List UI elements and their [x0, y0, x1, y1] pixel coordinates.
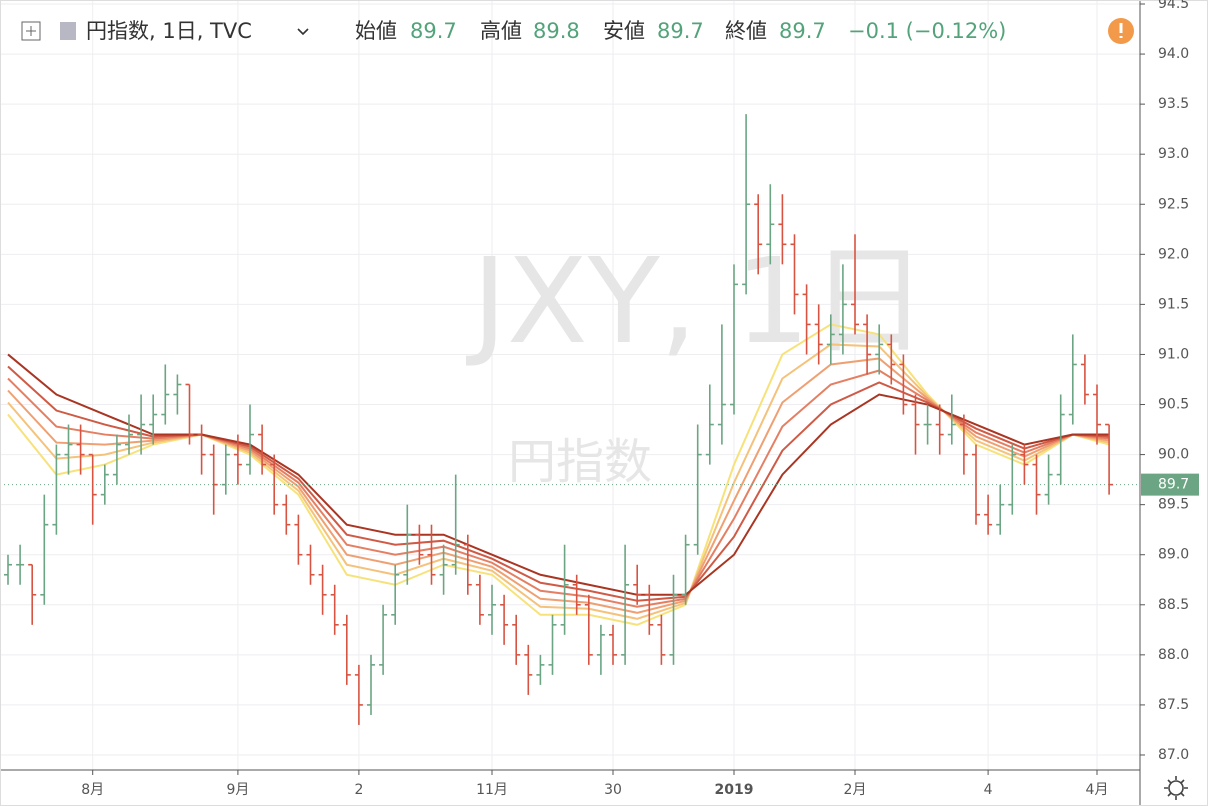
- low-value: 89.7: [657, 19, 704, 43]
- x-tick-label: 2019: [715, 782, 754, 798]
- x-tick-label: 30: [604, 782, 622, 798]
- y-tick-label: 93.5: [1158, 96, 1189, 112]
- high-label: 高値: [480, 19, 522, 43]
- change: −0.1 (−0.12%): [848, 19, 1006, 43]
- y-tick-label: 91.0: [1158, 346, 1189, 362]
- open-value: 89.7: [410, 19, 457, 43]
- last-price-box: [1141, 473, 1199, 496]
- gear: [1168, 780, 1184, 796]
- x-tick-label: 9月: [226, 782, 249, 798]
- x-tick-label: 4: [984, 782, 993, 798]
- y-tick-label: 89.0: [1158, 547, 1189, 563]
- y-tick-label: 89.5: [1158, 497, 1189, 513]
- y-tick-label: 94.0: [1158, 46, 1189, 62]
- y-tick-label: 90.0: [1158, 447, 1189, 463]
- settings-icon[interactable]: [1164, 776, 1188, 800]
- close-label: 終値: [725, 19, 767, 43]
- watermark: JXY, 1日: [465, 232, 928, 370]
- x-tick-label: 11月: [476, 782, 508, 798]
- y-tick-label: 93.0: [1158, 146, 1189, 162]
- x-tick-label: 4月: [1086, 782, 1109, 798]
- y-tick-label: 91.5: [1158, 296, 1189, 312]
- header: 円指数, 1日, TVC 始値 89.7 高値 89.8 安値 89.7 終値 …: [21, 18, 1134, 44]
- x-tick-label: 2月: [844, 782, 867, 798]
- high-value: 89.8: [533, 19, 580, 43]
- y-tick-label: 88.0: [1158, 647, 1189, 663]
- y-tick-label: 87.0: [1158, 747, 1189, 763]
- symbol[interactable]: 円指数, 1日, TVC: [86, 19, 252, 43]
- expand-icon[interactable]: [21, 21, 41, 41]
- close-value: 89.7: [779, 19, 826, 43]
- y-tick-label: 92.0: [1158, 246, 1189, 262]
- y-tick-label: 90.5: [1158, 397, 1189, 413]
- y-tick-label: 88.5: [1158, 597, 1189, 613]
- last-price-label: 89.7: [1158, 477, 1189, 493]
- expand-icon-plus: [26, 26, 36, 36]
- y-tick-label: 94.5: [1158, 0, 1189, 12]
- low-label: 安値: [603, 19, 645, 43]
- y-tick-label: 92.5: [1158, 196, 1189, 212]
- symbol-dropdown[interactable]: [297, 28, 309, 36]
- x-tick-label: 2: [354, 782, 363, 798]
- x-tick-label: 8月: [81, 782, 104, 798]
- gear-teeth: [1164, 776, 1188, 800]
- plot: [0, 114, 1140, 725]
- symbol-icon: [60, 22, 76, 40]
- y-tick-label: 87.5: [1158, 697, 1189, 713]
- watermark-sub: 円指数: [508, 434, 652, 490]
- open-label: 始値: [355, 19, 397, 43]
